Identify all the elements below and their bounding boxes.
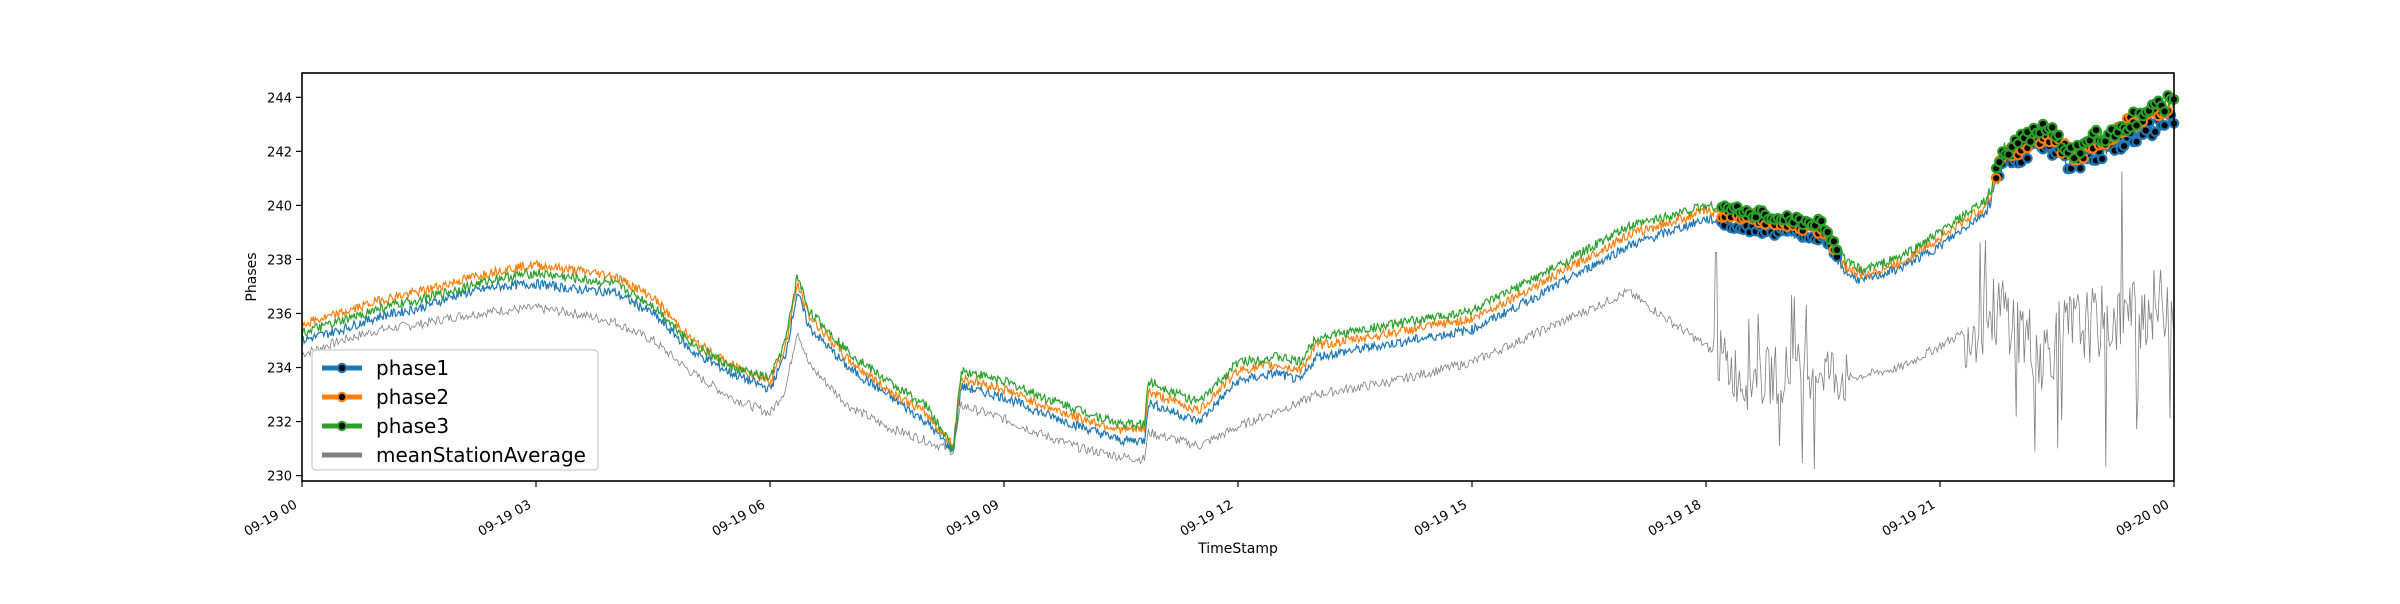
marker-layer	[1716, 90, 2180, 263]
y-tick-label: 238	[267, 253, 292, 268]
data-marker-phase3	[2090, 124, 2102, 136]
y-axis-ticks: 230 232 234 236 238 240 242 244	[267, 91, 302, 485]
data-marker-phase3	[2053, 129, 2064, 141]
data-marker-phase3	[1831, 244, 1843, 256]
data-marker-phase1	[2075, 163, 2086, 174]
x-tick-label: 09-19 06	[710, 497, 768, 539]
y-tick-label: 232	[267, 416, 292, 431]
x-tick-label: 09-19 00	[242, 497, 300, 539]
x-tick-label: 09-19 21	[1880, 497, 1938, 539]
data-marker-phase3	[2075, 148, 2086, 159]
x-tick-label: 09-19 03	[476, 497, 534, 539]
legend: phase1 phase2 phase3 meanStationAverage	[311, 349, 599, 471]
series-line-meanStationAverage	[301, 171, 2175, 470]
x-tick-label: 09-19 12	[1178, 497, 1236, 539]
x-tick-label: 09-19 09	[944, 497, 1002, 539]
y-tick-label: 240	[267, 199, 292, 214]
data-marker-phase1	[2150, 126, 2161, 138]
data-marker-phase3	[2131, 120, 2142, 131]
data-marker-phase1	[2159, 120, 2170, 131]
x-tick-label: 09-19 18	[1646, 497, 1704, 539]
legend-label-phase2: phase2	[376, 385, 449, 409]
y-tick-label: 242	[267, 145, 292, 160]
data-marker-phase1	[2118, 140, 2130, 152]
series-layer	[301, 95, 2175, 470]
series-line-phase3	[301, 95, 2175, 452]
y-tick-label: 236	[267, 307, 292, 322]
data-marker-phase3	[2025, 136, 2036, 147]
legend-marker-phase2	[336, 391, 348, 403]
data-marker-phase1	[2096, 153, 2108, 165]
y-axis-label: Phases	[244, 252, 260, 301]
legend-marker-phase1	[336, 362, 348, 374]
legend-label-phase3: phase3	[376, 414, 449, 438]
legend-marker-phase3	[336, 420, 348, 432]
legend-box	[311, 349, 599, 471]
data-marker-phase3	[1994, 156, 2005, 168]
x-tick-label: 09-20 00	[2114, 497, 2172, 539]
x-axis-label: TimeStamp	[1197, 541, 1278, 557]
data-marker-phase1	[2022, 153, 2033, 164]
data-marker-phase3	[2159, 106, 2170, 117]
x-axis-ticks: 09-19 00 09-19 03 09-19 06 09-19 09 09-19 12…	[242, 481, 2175, 540]
y-tick-label: 244	[267, 91, 292, 106]
data-marker-phase1	[2131, 136, 2142, 147]
y-tick-label: 230	[267, 470, 292, 485]
data-marker-phase3	[1816, 215, 1827, 227]
x-tick-label: 09-19 15	[1412, 497, 1470, 539]
data-marker-phase3	[1828, 236, 1840, 247]
legend-label-meanStationAverage: meanStationAverage	[376, 443, 586, 467]
series-line-phase1	[301, 111, 2175, 453]
data-marker-phase3	[2047, 122, 2058, 133]
y-tick-label: 234	[267, 362, 292, 377]
data-marker-phase2	[1990, 172, 2002, 184]
legend-label-phase1: phase1	[376, 356, 449, 380]
